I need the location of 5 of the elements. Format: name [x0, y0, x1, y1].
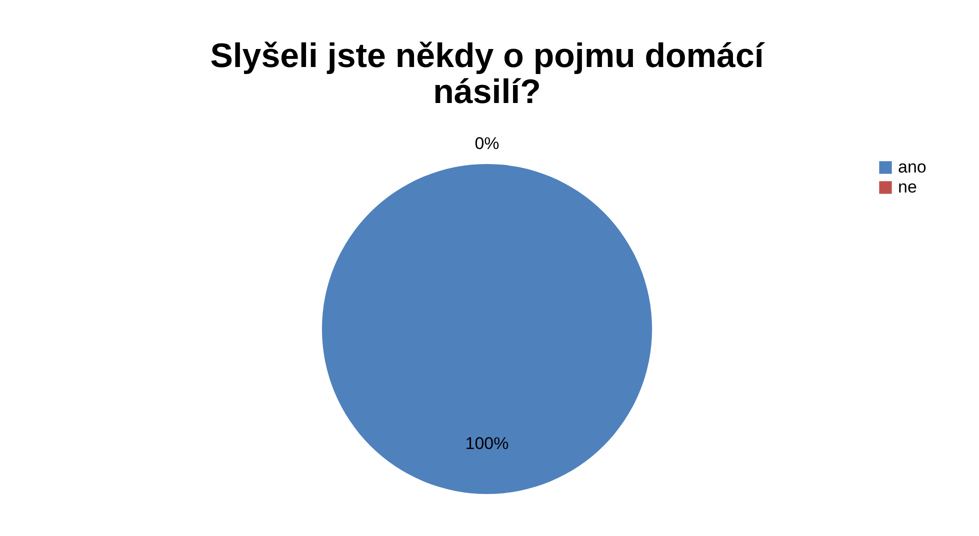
legend-label: ne	[898, 178, 917, 196]
chart-title: Slyšeli jste někdy o pojmu domácí násilí?	[210, 37, 766, 111]
legend-label: ano	[898, 158, 926, 176]
text: 0%	[474, 134, 500, 153]
data-label: 100%	[465, 434, 509, 453]
